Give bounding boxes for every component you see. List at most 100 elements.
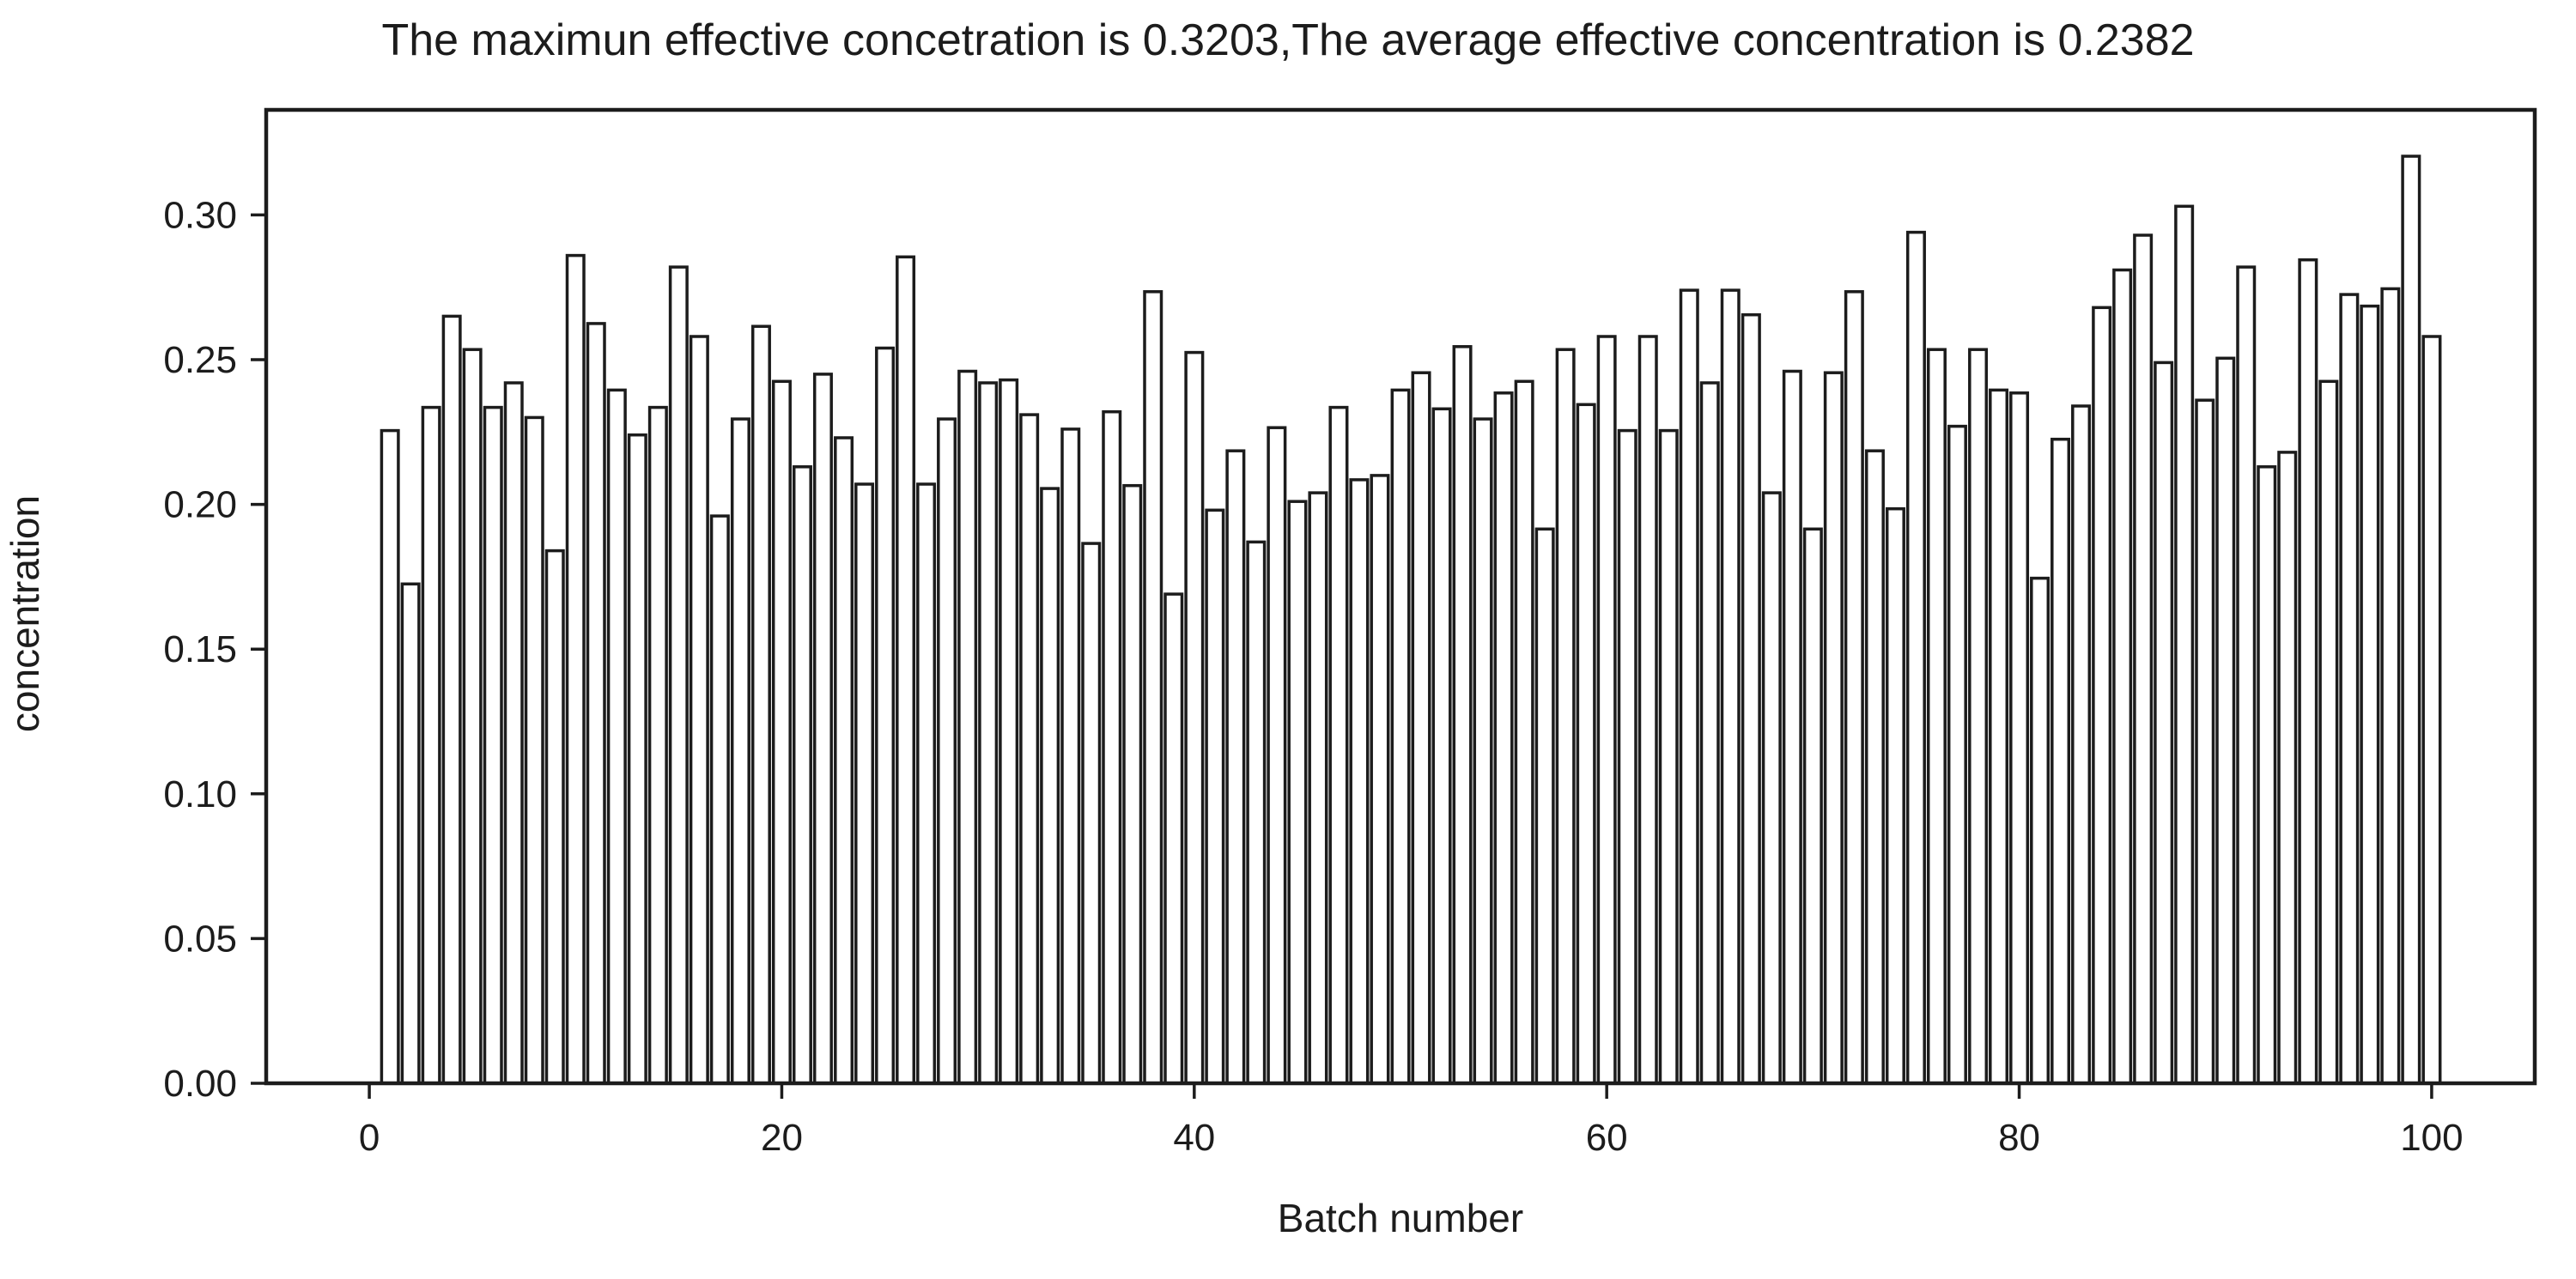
bar <box>2133 233 2154 1085</box>
bar <box>2318 379 2339 1085</box>
bar <box>1493 391 1514 1085</box>
y-tick-label: 0.15 <box>163 628 237 670</box>
bar <box>483 405 503 1085</box>
bar <box>2277 451 2298 1085</box>
bar <box>1308 491 1328 1085</box>
bar <box>2339 293 2360 1085</box>
bar <box>544 549 565 1085</box>
bar <box>606 388 627 1085</box>
bar <box>916 482 937 1085</box>
bar <box>1081 542 1102 1085</box>
bar <box>503 381 524 1085</box>
chart-title: The maximun effective concetration is 0.… <box>381 15 2195 65</box>
x-tick-label: 20 <box>761 1117 803 1159</box>
bar <box>668 265 689 1085</box>
x-tick-label: 80 <box>1998 1117 2040 1159</box>
bar <box>1514 379 1534 1085</box>
bar <box>2215 356 2236 1085</box>
bar <box>2174 204 2195 1085</box>
bar <box>1534 527 1555 1085</box>
bar <box>689 335 709 1085</box>
bar <box>1040 487 1060 1085</box>
bar <box>1823 371 1844 1085</box>
bar <box>1060 427 1081 1085</box>
bar <box>2071 404 2092 1085</box>
bar <box>524 415 544 1085</box>
bar <box>1576 403 1596 1085</box>
bar <box>750 324 771 1085</box>
bar <box>1782 369 1802 1085</box>
bar <box>1761 491 1782 1085</box>
bar <box>2050 437 2071 1085</box>
bar <box>441 314 462 1085</box>
bar <box>2257 465 2277 1085</box>
bar <box>1968 348 1989 1085</box>
bar <box>1947 424 1967 1085</box>
bar <box>1679 288 1699 1085</box>
bar <box>1844 290 1864 1085</box>
bar <box>1989 388 2009 1085</box>
bar <box>462 348 483 1085</box>
y-tick-label: 0.05 <box>163 918 237 960</box>
bar <box>647 405 668 1085</box>
bar <box>1452 345 1473 1085</box>
bar <box>2401 155 2421 1085</box>
bar <box>1184 350 1205 1085</box>
bar <box>875 346 896 1085</box>
bar <box>1741 312 1761 1085</box>
bar <box>2380 287 2401 1085</box>
bar <box>2236 265 2257 1085</box>
x-tick-label: 60 <box>1586 1117 1628 1159</box>
bar <box>709 514 730 1085</box>
bar <box>1246 540 1267 1085</box>
bar <box>2030 576 2050 1085</box>
bar <box>1658 428 1679 1085</box>
y-tick-label: 0.10 <box>163 773 237 815</box>
bar <box>896 255 916 1085</box>
bar <box>1122 483 1143 1085</box>
bar <box>771 379 792 1085</box>
bar <box>1926 348 1947 1085</box>
bar <box>1205 508 1225 1085</box>
bar <box>380 428 400 1085</box>
bar <box>1019 413 1040 1085</box>
bar <box>1163 592 1184 1085</box>
bar <box>2154 361 2174 1085</box>
bar <box>1699 381 1720 1085</box>
bar <box>999 378 1019 1085</box>
bar <box>2112 268 2133 1085</box>
bar <box>586 322 606 1085</box>
bar <box>1267 426 1287 1085</box>
bar <box>627 433 647 1085</box>
axis-frame <box>264 107 2537 1086</box>
x-tick-label: 100 <box>2400 1117 2463 1159</box>
bar <box>1370 474 1390 1085</box>
y-tick-label: 0.30 <box>163 194 237 236</box>
bar <box>1431 407 1452 1085</box>
bar <box>1287 500 1308 1085</box>
bar <box>421 405 441 1085</box>
bar <box>730 417 750 1085</box>
bar <box>2195 398 2215 1085</box>
bar <box>1637 335 1658 1085</box>
bar <box>1905 230 1926 1085</box>
bar <box>1555 348 1576 1085</box>
x-tick-label: 40 <box>1173 1117 1215 1159</box>
bar <box>1617 428 1637 1085</box>
bar <box>1328 405 1349 1085</box>
bar <box>957 369 978 1085</box>
bar <box>400 582 421 1085</box>
bar <box>2009 391 2030 1085</box>
bar <box>1596 335 1617 1085</box>
bar <box>2092 306 2112 1085</box>
x-tick-label: 0 <box>359 1117 380 1159</box>
bar <box>1411 371 1431 1085</box>
bar <box>854 482 875 1085</box>
bar <box>2298 258 2318 1085</box>
bar <box>1349 478 1370 1085</box>
bar <box>1390 388 1411 1085</box>
bar <box>1864 449 1885 1085</box>
y-tick-label: 0.25 <box>163 339 237 381</box>
y-tick-label: 0.20 <box>163 484 237 526</box>
